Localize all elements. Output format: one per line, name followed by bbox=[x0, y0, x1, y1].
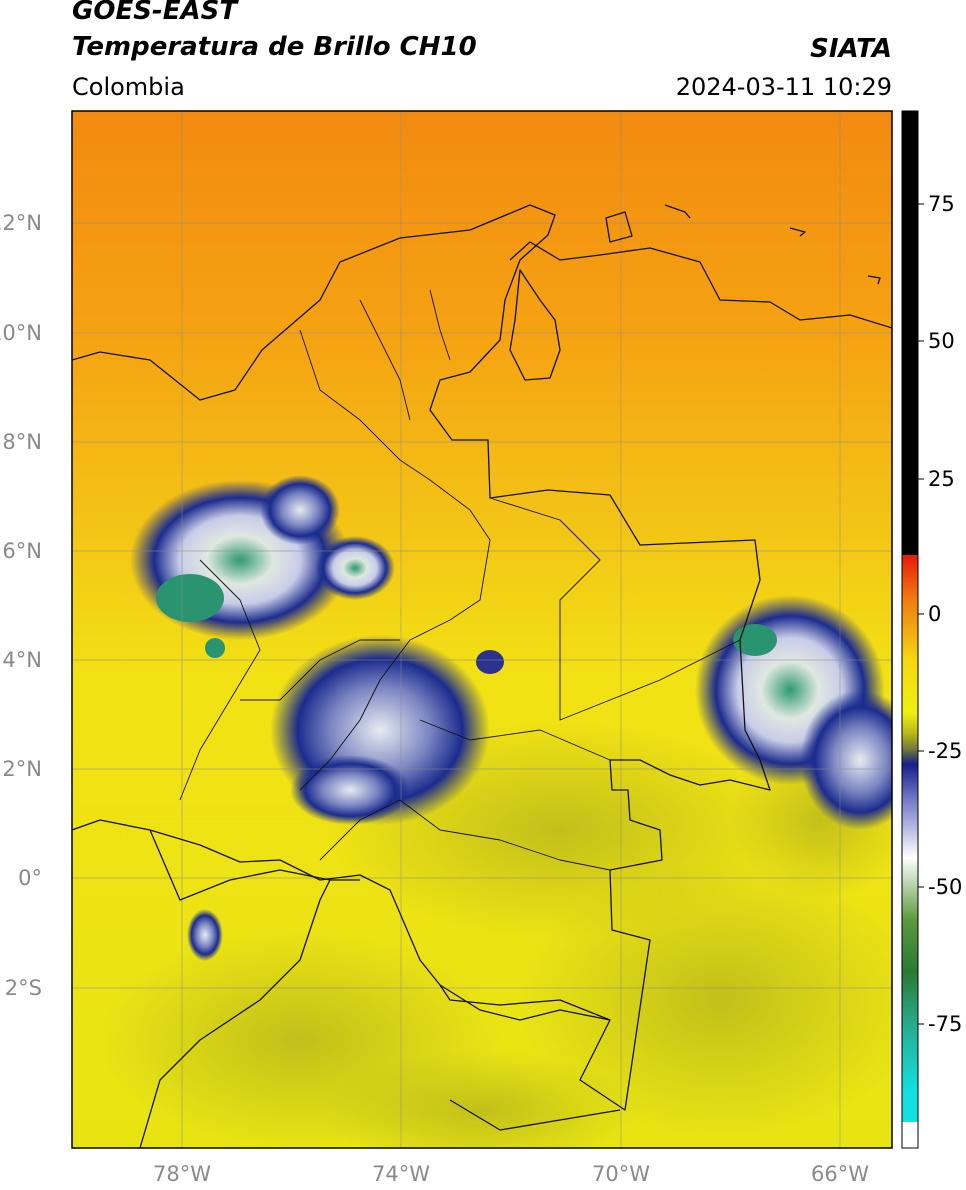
internal-boundary bbox=[319, 799, 611, 871]
island bbox=[789, 227, 806, 237]
lat-label: 8°N bbox=[2, 430, 42, 454]
lat-label: 0° bbox=[18, 866, 42, 890]
cloud-cluster-east-core bbox=[733, 624, 777, 656]
colorbar-tick-label: 25 bbox=[928, 467, 955, 491]
internal-boundary bbox=[359, 299, 411, 421]
map-frame bbox=[71, 110, 893, 1149]
graticule bbox=[72, 111, 892, 1148]
internal-boundary bbox=[240, 639, 400, 701]
lat-label: 2°S bbox=[4, 976, 42, 1000]
colorbar-tick-label: -25 bbox=[928, 739, 963, 763]
colorbar bbox=[901, 110, 919, 1149]
island bbox=[867, 275, 881, 285]
cloud-small bbox=[205, 638, 225, 658]
island bbox=[664, 204, 691, 219]
map-panel bbox=[72, 111, 892, 1148]
lon-label: 70°W bbox=[592, 1162, 650, 1186]
island bbox=[605, 211, 633, 243]
colorbar-tick-label: 75 bbox=[928, 192, 955, 216]
colorbar-ticks bbox=[918, 203, 924, 1025]
lon-label: 74°W bbox=[372, 1162, 430, 1186]
lat-label: 10°N bbox=[0, 321, 42, 345]
product-title: Temperatura de Brillo CH10 bbox=[72, 32, 477, 62]
lon-label: 66°W bbox=[811, 1162, 869, 1186]
internal-boundary bbox=[429, 289, 451, 361]
internal-boundary bbox=[179, 559, 261, 801]
cloud-cluster-chocó bbox=[260, 475, 340, 545]
region-label: Colombia bbox=[72, 73, 185, 101]
boundaries bbox=[72, 204, 892, 1148]
lat-label: 6°N bbox=[2, 539, 42, 563]
organization-label: SIATA bbox=[810, 34, 892, 64]
colorbar-tick-label: -50 bbox=[928, 875, 963, 899]
colorbar-tick-label: 0 bbox=[928, 602, 942, 626]
cloud-cluster-antioquia bbox=[315, 536, 395, 600]
peru-coast bbox=[139, 879, 331, 1148]
satellite-title: GOES-EAST bbox=[72, 0, 238, 26]
lat-label: 12°N bbox=[0, 211, 42, 235]
brazil-border bbox=[439, 984, 611, 1021]
cloud-cluster-west-core bbox=[156, 574, 224, 622]
lat-label: 2°N bbox=[2, 757, 42, 781]
timestamp-label: 2024-03-11 10:29 bbox=[675, 73, 892, 101]
internal-boundary bbox=[419, 719, 611, 761]
lat-label: 4°N bbox=[2, 648, 42, 672]
peru-brazil-border bbox=[449, 1099, 621, 1131]
cloud-small bbox=[187, 909, 223, 961]
internal-boundary bbox=[489, 497, 741, 721]
internal-boundary bbox=[299, 329, 491, 791]
ecuador-peru-border bbox=[149, 829, 360, 901]
cloud-cluster-andes-south bbox=[290, 755, 410, 825]
cloud-small bbox=[476, 650, 504, 674]
haze-patch bbox=[320, 1050, 640, 1148]
colorbar-tick-label: -75 bbox=[928, 1012, 963, 1036]
lon-label: 78°W bbox=[153, 1162, 211, 1186]
venezuela-coast bbox=[509, 241, 892, 329]
lake-maracaibo bbox=[509, 269, 561, 381]
cloud-cluster-far-east bbox=[800, 690, 892, 830]
colorbar-tick-label: 50 bbox=[928, 329, 955, 353]
